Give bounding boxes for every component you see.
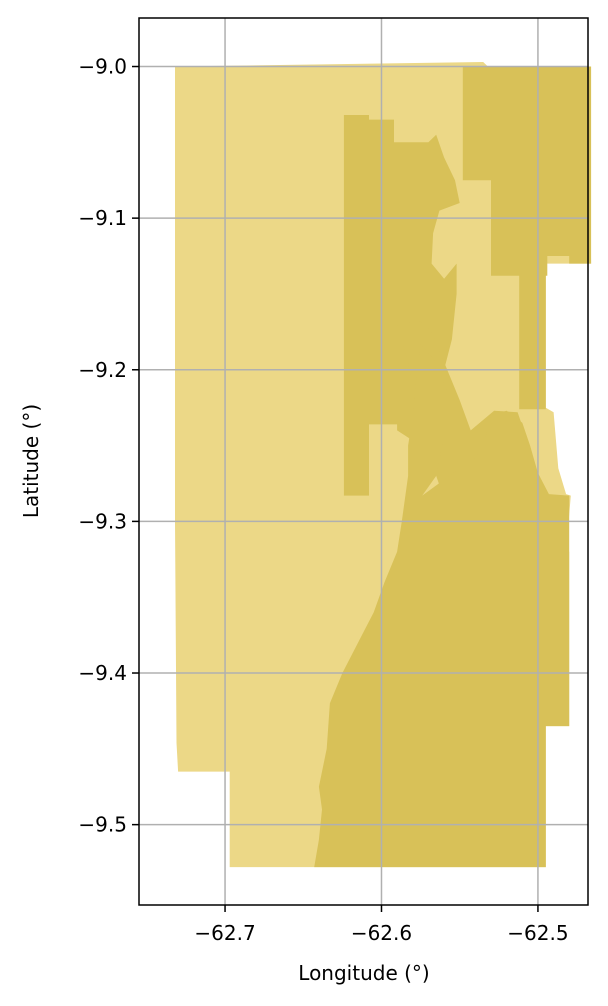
x-tick-label: −62.5 [507,921,568,945]
y-tick-label: −9.3 [78,509,127,533]
y-axis-label: Latitude (°) [19,404,43,518]
y-tick-label: −9.0 [78,55,127,79]
grid-lines [139,18,588,905]
region-dark-1 [462,66,592,410]
x-tick-label: −62.7 [194,921,255,945]
y-tick-label: −9.1 [78,206,127,230]
y-tick-label: −9.2 [78,358,127,382]
region-dark-4 [314,344,570,868]
axis-ticks: −62.7 −62.6 −62.5 −9.0 −9.1 −9.2 −9.3 −9.4 −9.5 [78,55,568,945]
land-regions [175,62,592,868]
x-tick-label: −62.6 [351,921,412,945]
x-axis-label: Longitude (°) [298,961,429,985]
y-tick-label: −9.4 [78,661,127,685]
axes-frame [138,17,589,906]
y-tick-label: −9.5 [78,813,127,837]
